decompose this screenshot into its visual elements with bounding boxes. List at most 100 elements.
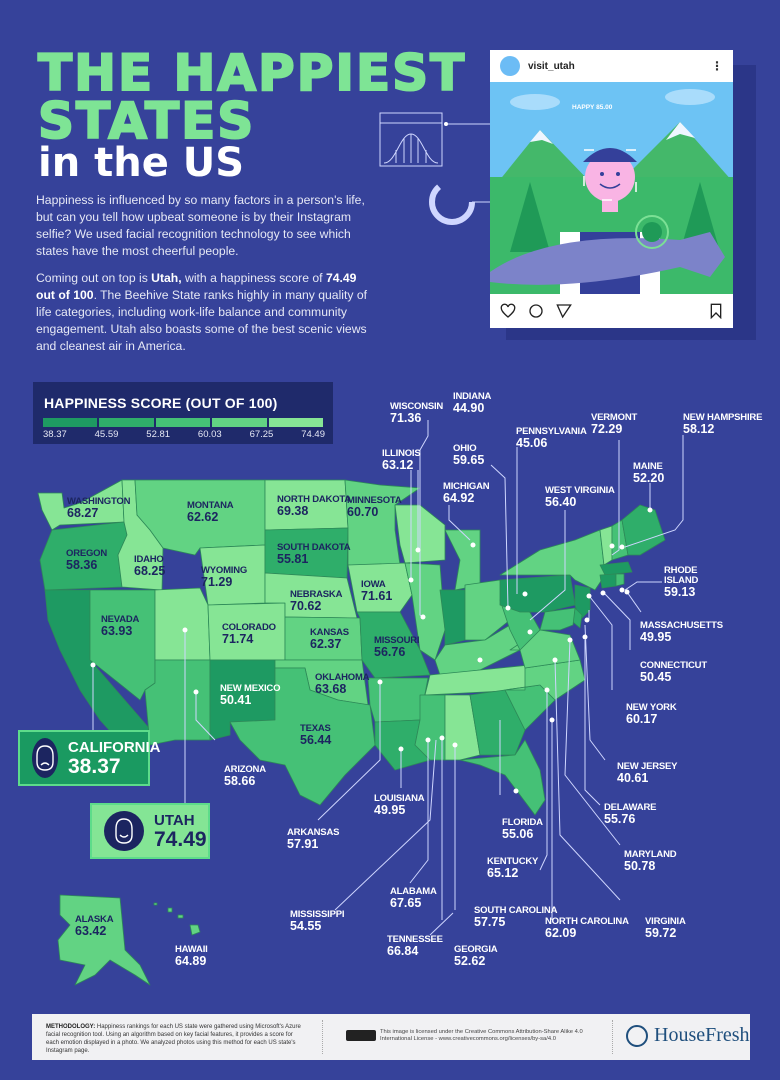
label-hawaii: HAWAII 64.89 <box>175 944 208 968</box>
state-indiana <box>439 589 466 646</box>
label-maryland: MARYLAND 50.78 <box>624 849 677 873</box>
label-northcarolina: NORTH CAROLINA 62.09 <box>545 916 629 940</box>
label-georgia: GEORGIA 52.62 <box>454 944 498 968</box>
title-line-2: STATES <box>37 92 256 150</box>
title-line-1: THE HAPPIEST <box>37 44 467 102</box>
label-indiana: INDIANA 44.90 <box>453 391 492 415</box>
state-ohio <box>464 579 511 641</box>
label-newjersey: NEW JERSEY 40.61 <box>617 761 678 785</box>
label-missouri: MISSOURI 56.76 <box>374 635 420 659</box>
label-iowa: IOWA 71.61 <box>361 579 393 603</box>
post-photo: HAPPY 85.00 <box>490 82 733 294</box>
footer: METHODOLOGY: Happiness rankings for each… <box>32 1014 750 1060</box>
label-texas: TEXAS 56.44 <box>300 723 332 747</box>
state-michigan <box>444 529 481 591</box>
label-rhodeisland: RHODE ISLAND 59.13 <box>664 565 699 599</box>
label-connecticut: CONNECTICUT 50.45 <box>640 660 707 684</box>
label-idaho: IDAHO 68.25 <box>134 554 166 578</box>
state-missouri <box>356 611 431 679</box>
state-rhodeisland <box>615 573 625 587</box>
callout-utah: UTAH 74.49 <box>90 803 210 859</box>
more-icon[interactable]: ⋮ <box>711 59 723 73</box>
state-georgia <box>469 689 526 756</box>
label-louisiana: LOUISIANA 49.95 <box>374 793 425 817</box>
label-ohio: OHIO 59.65 <box>453 443 485 467</box>
legend-title: HAPPINESS SCORE (OUT OF 100) <box>44 395 278 411</box>
label-nevada: NEVADA 63.93 <box>101 614 140 638</box>
label-newmexico: NEW MEXICO 50.41 <box>220 683 281 707</box>
label-michigan: MICHIGAN 64.92 <box>443 481 490 505</box>
label-alaska: ALASKA 63.42 <box>75 914 114 938</box>
state-florida <box>459 739 546 816</box>
label-westvirginia: WEST VIRGINIA 56.40 <box>545 485 615 509</box>
label-colorado: COLORADO 71.74 <box>222 622 276 646</box>
state-maine <box>621 504 666 556</box>
label-southcarolina: SOUTH CAROLINA 57.75 <box>474 905 558 929</box>
state-arkansas <box>367 677 429 723</box>
title-line-3: in the US <box>38 140 245 186</box>
label-newhampshire: NEW HAMPSHIRE 58.12 <box>683 412 763 436</box>
creative-commons-badge-icon <box>346 1030 376 1041</box>
label-oklahoma: OKLAHOMA 63.68 <box>315 672 370 696</box>
methodology-text: METHODOLOGY: Happiness rankings for each… <box>46 1024 301 1054</box>
state-connecticut <box>599 573 617 589</box>
label-wisconsin: WISCONSIN 71.36 <box>390 401 444 425</box>
state-arizona <box>144 659 211 746</box>
label-arizona: ARIZONA 58.66 <box>224 764 266 788</box>
divider <box>322 1020 323 1054</box>
house-leaf-icon <box>626 1024 648 1047</box>
label-nebraska: NEBRASKA 70.62 <box>290 589 343 613</box>
label-virginia: VIRGINIA 59.72 <box>645 916 686 940</box>
label-arkansas: ARKANSAS 57.91 <box>287 827 340 851</box>
state-minnesota <box>344 479 421 566</box>
state-texas <box>229 667 376 806</box>
label-tennessee: TENNESSEE 66.84 <box>387 934 443 958</box>
username: visit_utah <box>528 60 575 72</box>
label-vermont: VERMONT 72.29 <box>591 412 638 436</box>
intro-paragraph-2: Coming out on top is Utah, with a happin… <box>36 271 368 353</box>
label-northdakota: NORTH DAKOTA 69.38 <box>277 494 351 518</box>
label-pennsylvania: PENNSYLVANIA 45.06 <box>516 426 587 450</box>
state-hawaii <box>189 924 201 936</box>
leader-lines <box>92 420 684 936</box>
label-oregon: OREGON 58.36 <box>66 548 108 572</box>
sad-face-icon <box>32 738 58 778</box>
label-delaware: DELAWARE 55.76 <box>604 802 657 826</box>
comment-icon[interactable] <box>528 303 544 319</box>
avatar <box>500 56 520 76</box>
legend: HAPPINESS SCORE (OUT OF 100) 38.37 45.59 5… <box>33 382 333 444</box>
label-maine: MAINE 52.20 <box>633 461 665 485</box>
heart-icon[interactable] <box>500 303 516 319</box>
brand-name: HouseFresh <box>654 1024 750 1046</box>
label-kansas: KANSAS 62.37 <box>310 627 349 651</box>
label-illinois: ILLINOIS 63.12 <box>382 448 421 472</box>
label-southdakota: SOUTH DAKOTA 55.81 <box>277 542 351 566</box>
label-mississippi: MISSISSIPPI 54.55 <box>290 909 345 933</box>
happy-face-icon <box>104 811 144 851</box>
state-alaska <box>57 894 151 986</box>
label-florida: FLORIDA 55.06 <box>502 817 543 841</box>
state-pennsylvania <box>499 574 576 613</box>
divider <box>612 1020 613 1054</box>
label-washington: WASHINGTON 68.27 <box>67 496 131 520</box>
callout-california: CALIFORNIA 38.37 <box>18 730 161 786</box>
state-iowa <box>347 562 413 613</box>
label-newyork: NEW YORK 60.17 <box>626 702 677 726</box>
brand-logo[interactable]: HouseFresh <box>626 1024 750 1047</box>
license-text: This image is licensed under the Creativ… <box>380 1029 583 1042</box>
legend-color-scale <box>43 418 324 427</box>
detection-label: HAPPY 85.00 <box>572 104 613 111</box>
bookmark-icon[interactable] <box>708 303 724 319</box>
label-wyoming: WYOMING 71.29 <box>201 565 248 589</box>
label-montana: MONTANA 62.62 <box>187 500 234 524</box>
intro-paragraph-1: Happiness is influenced by so many facto… <box>36 193 365 258</box>
leader-dots <box>90 507 653 794</box>
send-icon[interactable] <box>556 303 572 319</box>
label-alabama: ALABAMA 67.65 <box>390 886 437 910</box>
label-kentucky: KENTUCKY 65.12 <box>487 856 539 880</box>
label-minnesota: MINNESOTA 60.70 <box>347 495 402 519</box>
label-massachusetts: MASSACHUSETTS 49.95 <box>640 620 723 644</box>
state-utah <box>154 587 211 661</box>
instagram-post-card: visit_utah ⋮ HAPPY 85.00 <box>490 50 733 328</box>
